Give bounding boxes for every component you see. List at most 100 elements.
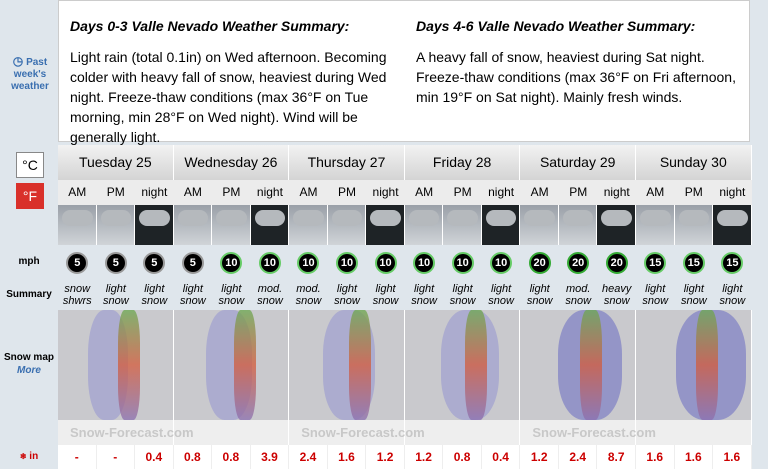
period-label: PM xyxy=(96,180,136,205)
summary-cell: snow xyxy=(642,295,669,307)
snow-amount: 1.2 xyxy=(366,445,405,469)
watermark-cell xyxy=(404,420,521,445)
snow-unit: ❄ in xyxy=(19,451,39,462)
period-label: AM xyxy=(58,180,97,205)
wind-badge: 10 xyxy=(451,252,474,274)
period-label: night xyxy=(366,180,405,205)
map-ridge xyxy=(233,310,256,420)
wind-badge: 20 xyxy=(605,252,628,274)
snow-amount: 2.4 xyxy=(289,445,328,469)
cloud xyxy=(62,210,93,226)
watermark: Snow-Forecast.com xyxy=(70,425,194,440)
summary-cell: snow xyxy=(102,295,129,307)
day-header: Saturday 29 xyxy=(520,145,636,180)
snow-amount: 3.9 xyxy=(250,445,290,469)
snow-amount: 0.8 xyxy=(173,445,213,469)
watermark-cell xyxy=(173,420,290,445)
period-label: AM xyxy=(173,180,213,205)
summary-cell: snow xyxy=(141,295,168,307)
wind-badge: 10 xyxy=(413,252,436,274)
snow-amount: 0.4 xyxy=(135,445,174,469)
summary-cell: snow xyxy=(295,295,322,307)
wind-badge: 10 xyxy=(374,252,397,274)
summary-cell: snow xyxy=(257,295,283,307)
wind-badge: 5 xyxy=(104,252,127,274)
past-weather-link[interactable]: ◷ Past week's weather xyxy=(11,54,49,92)
summary-cell: snow xyxy=(565,295,592,307)
summary-cell: light xyxy=(144,283,165,295)
summary-cell: snow xyxy=(680,295,707,307)
cloud xyxy=(216,210,247,226)
watermark-cell xyxy=(289,420,405,445)
summary-label: Summary xyxy=(6,289,52,300)
snow-map xyxy=(173,310,290,420)
snow-amount: - xyxy=(96,445,136,469)
summary-cell: mod. xyxy=(257,283,283,295)
fahrenheit-button[interactable]: °F xyxy=(16,183,44,209)
cloud xyxy=(254,210,286,226)
cloud xyxy=(524,210,555,226)
summary-cell: snow xyxy=(218,295,245,307)
summary-cell: snow xyxy=(449,295,476,307)
summary-cell: light xyxy=(413,283,435,295)
period-label: PM xyxy=(558,180,598,205)
period-label: PM xyxy=(674,180,714,205)
summary-cell: light xyxy=(683,283,704,295)
map-ridge xyxy=(464,310,487,420)
summary-cell: snow xyxy=(372,295,399,307)
snow-map-label: Snow map xyxy=(3,352,54,363)
summary-cell: mod. xyxy=(565,283,591,295)
cloud xyxy=(601,210,632,226)
period-label: night xyxy=(250,180,290,205)
summary-cell: light xyxy=(336,283,358,295)
summary-cell: light xyxy=(645,283,666,295)
day-header: Sunday 30 xyxy=(636,145,752,180)
snow-amount: 1.6 xyxy=(636,445,675,469)
period-label: PM xyxy=(443,180,482,205)
wind-badge: 5 xyxy=(143,252,166,274)
past-weather-text[interactable]: Past week's weather xyxy=(11,57,49,92)
snow-map xyxy=(636,310,752,420)
summary-cell: light xyxy=(221,283,242,295)
day-header: Wednesday 26 xyxy=(173,145,290,180)
wind-badge: 5 xyxy=(181,252,204,274)
wind-badge: 15 xyxy=(644,252,667,274)
day-header: Thursday 27 xyxy=(289,145,405,180)
period-label: night xyxy=(597,180,636,205)
snow-amount: 0.4 xyxy=(481,445,521,469)
cloud xyxy=(370,210,401,226)
wind-badge: 10 xyxy=(258,252,281,274)
snow-map xyxy=(520,310,636,420)
snow-amount: 8.7 xyxy=(597,445,636,469)
snow-amount: - xyxy=(58,445,97,469)
wind-badge: 10 xyxy=(297,252,320,274)
snow-amount: 1.6 xyxy=(674,445,714,469)
summary-title: Days 0-3 Valle Nevado Weather Summary: xyxy=(70,18,350,34)
cloud xyxy=(100,210,132,226)
wind-badge: 5 xyxy=(66,252,89,274)
period-label: night xyxy=(135,180,174,205)
more-link[interactable]: More xyxy=(17,365,41,376)
map-ridge xyxy=(580,310,603,420)
summary-cell: heavy xyxy=(602,283,632,295)
summary-text: A heavy fall of snow, heaviest during Sa… xyxy=(416,49,736,105)
celsius-button[interactable]: °C xyxy=(16,152,44,178)
summary-cell: mod. xyxy=(296,283,321,295)
cloud xyxy=(562,210,594,226)
snow-amount: 0.8 xyxy=(443,445,482,469)
cloud xyxy=(678,210,710,226)
summary-cell: snow xyxy=(64,283,91,295)
snow-amount: 1.6 xyxy=(327,445,367,469)
summary-cell: light xyxy=(491,283,512,295)
cloud xyxy=(139,210,170,226)
snow-amount: 1.2 xyxy=(520,445,559,469)
summary-cell: light xyxy=(529,283,550,295)
day-header: Tuesday 25 xyxy=(58,145,174,180)
cloud xyxy=(331,210,363,226)
snow-amount: 1.6 xyxy=(713,445,752,469)
watermark: Snow-Forecast.com xyxy=(532,425,656,440)
cloud xyxy=(293,210,324,226)
summary-cell: snow xyxy=(526,295,553,307)
summary-cell: light xyxy=(182,283,203,295)
summary-cell: light xyxy=(452,283,473,295)
